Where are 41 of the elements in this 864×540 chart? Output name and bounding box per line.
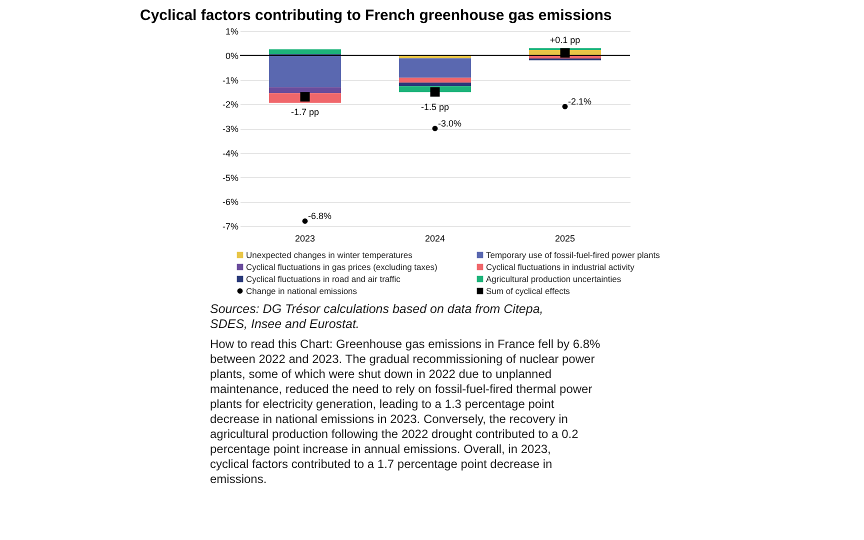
y-tick-label: -2% [222,100,238,110]
y-tick-label: -6% [222,197,238,208]
data-label: -3.0% [438,118,462,128]
bar [269,87,341,94]
y-tick-label: 1% [225,26,238,36]
data-label: -6.8% [308,211,332,222]
y-tick-label: 0% [225,50,238,61]
bar [269,55,341,88]
legend-label: Temporary use of fossil-fuel-fired power plants [486,250,660,260]
x-tick-label: 2024 [424,234,446,244]
bar [399,78,471,83]
legend-label: Cyclical fluctuations in industrial activity [486,262,636,272]
legend-label: Sum of cyclical effects [486,286,570,296]
point [430,87,440,97]
legend-label: Unexpected changes in winter temperatures [246,250,412,260]
point [562,104,568,110]
y-tick-label: -5% [222,172,238,183]
data-label: -2.1% [568,96,592,107]
legend-label: Change in national emissions [246,286,358,296]
y-tick-label: -4% [222,148,238,158]
y-tick-label: -7% [222,222,238,232]
data-label: -1.5 pp [420,102,450,112]
legend-label: Agricultural production uncertainties [486,274,622,284]
text: How to read this Chart: Greenhouse gas emissions in France fell by 6.8% between 2022 and 2023. The gradual recommissioning of nuclear power plants, some of which were shut down in 2022 due to unplanned maintenance, reduced the need to rely on fossil-fuel-fired thermal power plants for electricity generation, leading to a 1.3 percentage point decrease in national emissions in 2023. Conversely, the recovery in agricultural production following the 2022 drought contributed to a 0.2 percentage point increase in annual emissions. Overall, in 2023, cyclical factors contributed to a 1.7 percentage point decrease in emissions. [210,337,600,486]
y-tick-label: -3% [222,124,238,134]
legend-label: Cyclical fluctuations in road and air traffic [246,274,402,284]
bar [269,49,341,54]
bar [399,82,471,86]
data-label: -1.7 pp [290,106,320,117]
point [300,92,310,102]
x-tick-label: 2025 [554,234,576,244]
data-label: +0.1 pp [550,34,580,45]
y-tick-label: -1% [222,75,238,86]
legend-label: Cyclical fluctuations in gas prices (excluding taxes) [246,262,438,272]
bar [399,58,471,78]
x-tick-label: 2023 [294,234,316,244]
point [302,218,308,224]
point [432,126,438,132]
source-note: Sources: DG Trésor calculations based on data from Citepa, SDES, Insee and Eurostat. [210,302,544,331]
chart-title: Cyclical factors contributing to French greenhouse gas emissions [140,7,612,24]
point [560,48,570,58]
